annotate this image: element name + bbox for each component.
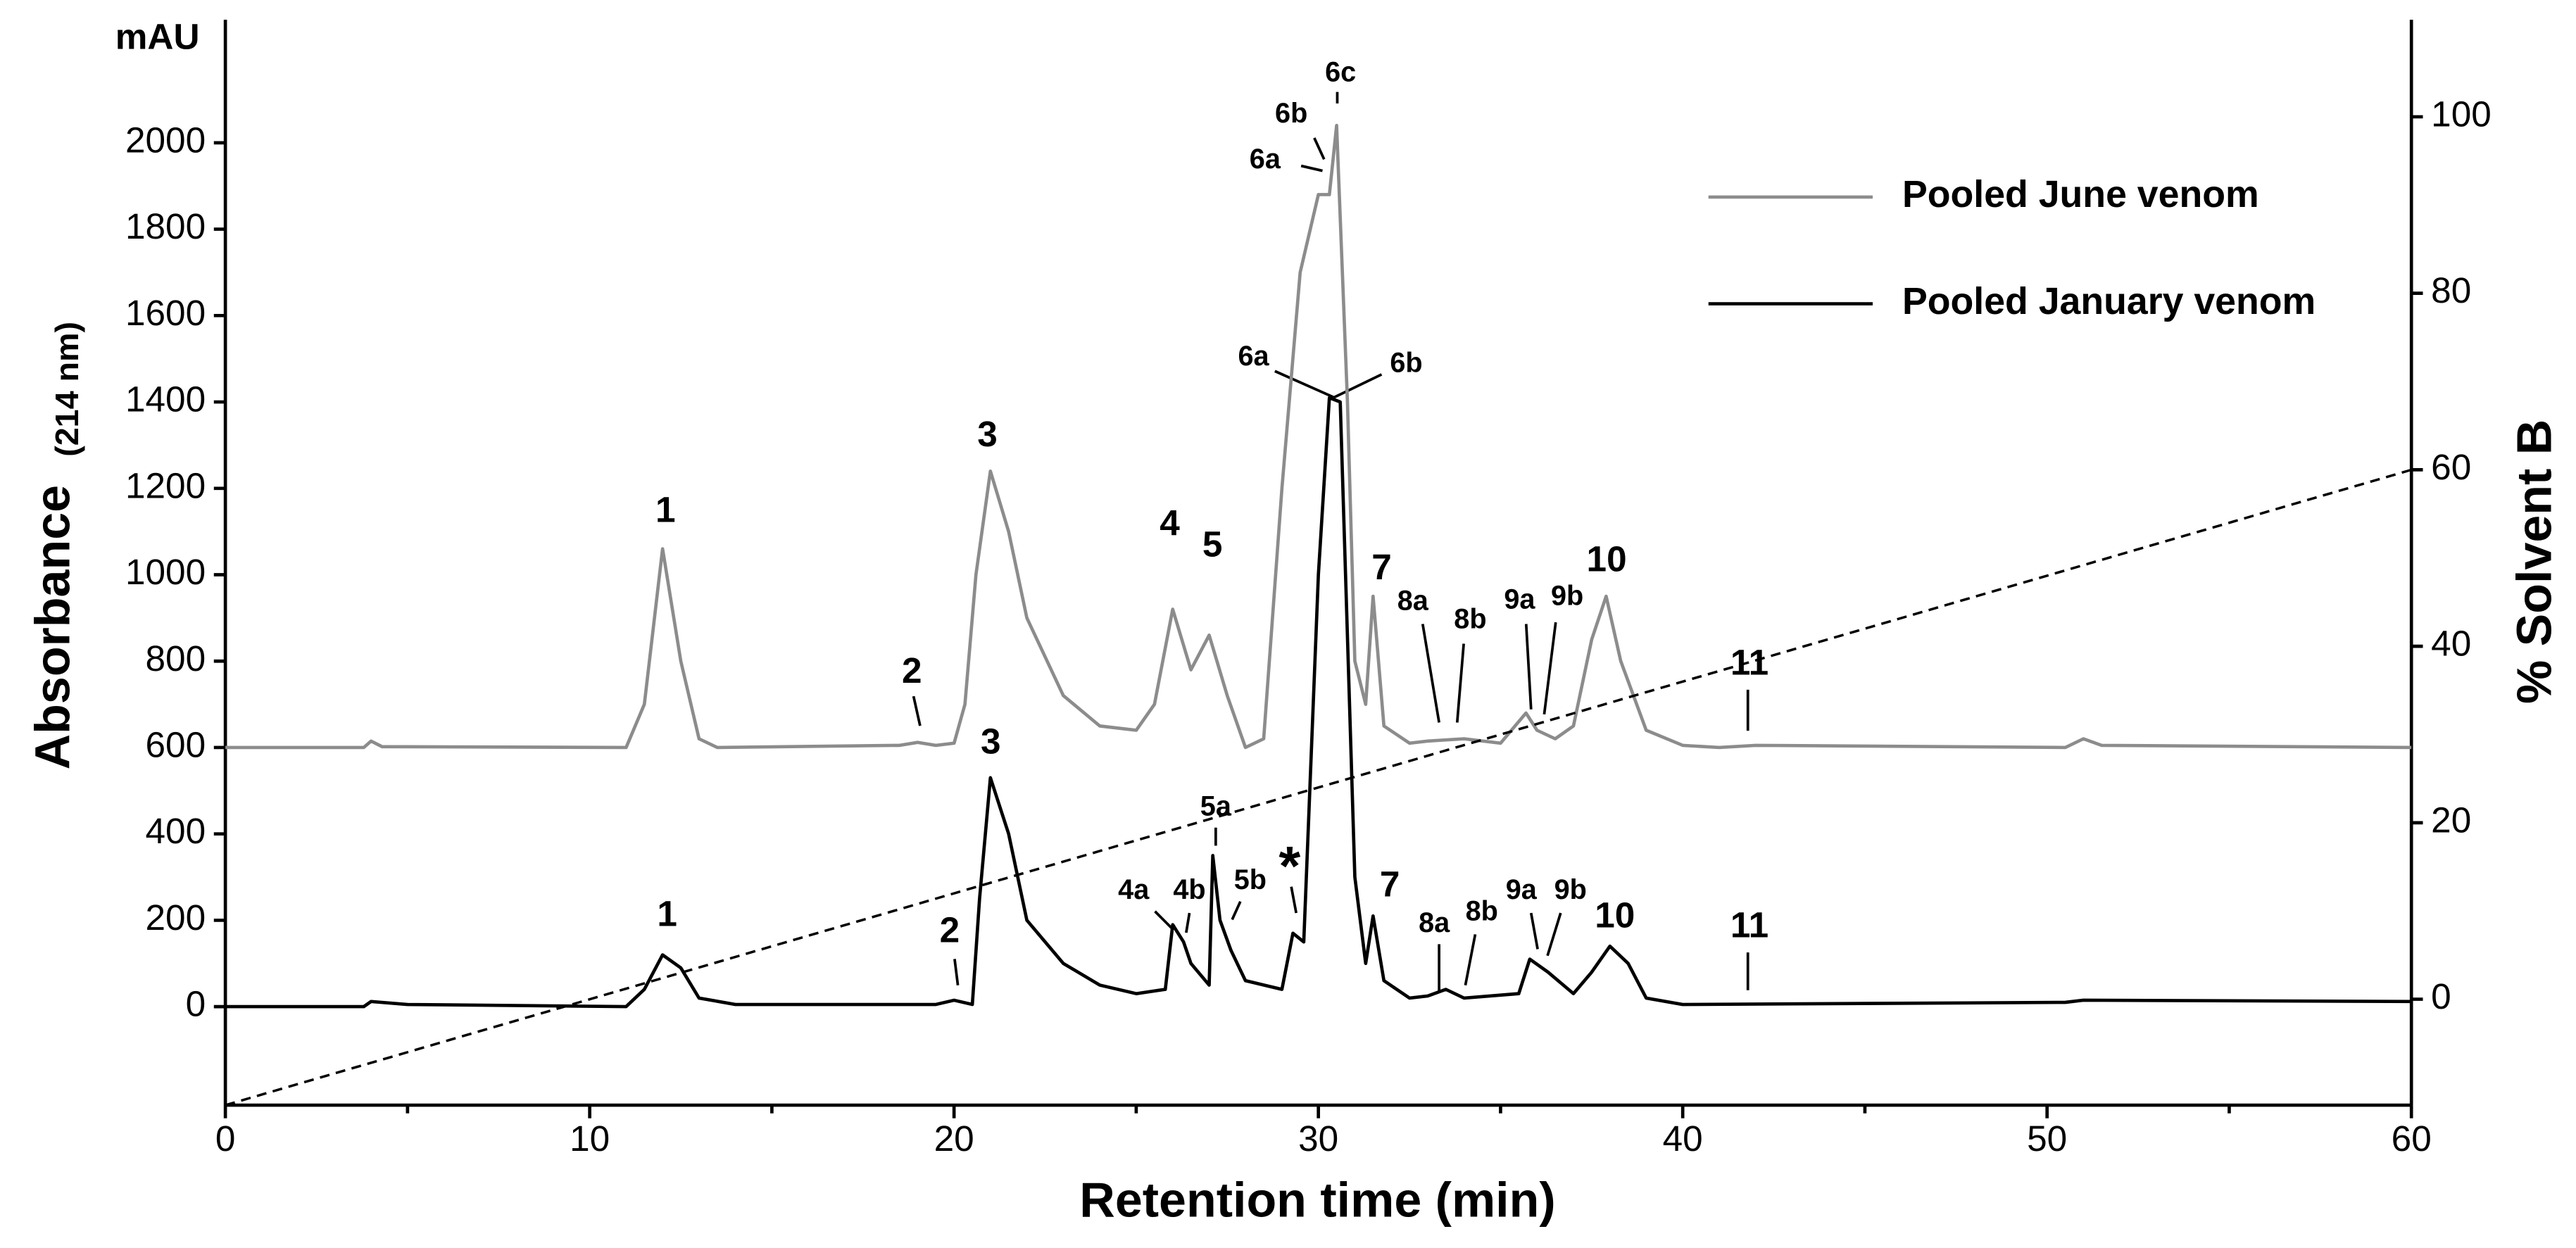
peak-label: 2 xyxy=(902,650,922,691)
y-tick-label: 1000 xyxy=(125,552,206,592)
x-label: Retention time (min) xyxy=(1079,1172,1555,1227)
annotations-june: 1 2 3 4 5 6a 6b 6c 7 8a 8b 9a 9b 10 11 xyxy=(655,56,1768,731)
x-tick-label: 30 xyxy=(1298,1118,1338,1159)
x-tick-label: 10 xyxy=(570,1118,610,1159)
peak-label: 6a xyxy=(1238,341,1269,372)
peak-label: 11 xyxy=(1730,642,1768,682)
y-tick-label: 0 xyxy=(186,984,206,1024)
peak-label: 5a xyxy=(1200,790,1232,821)
peak-pointer xyxy=(1185,912,1191,933)
x-tick-label: 40 xyxy=(1663,1118,1703,1159)
annotations-january: 1 2 3 4a 4b 5a 5b * 6a 6b 7 8a 8b 9a 9b … xyxy=(657,341,1768,992)
peak-label: 5b xyxy=(1234,864,1267,895)
peak-label: 1 xyxy=(655,489,676,529)
peak-pointer xyxy=(1333,373,1383,399)
peak-label: 5 xyxy=(1202,524,1223,564)
peak-pointer xyxy=(1524,624,1533,710)
peak-label: 7 xyxy=(1371,547,1392,587)
unit-label: mAU xyxy=(115,17,200,57)
y-tick-label: 1600 xyxy=(125,293,206,333)
peak-label: 8b xyxy=(1466,896,1498,927)
peak-pointer xyxy=(1464,934,1477,986)
legend-label: Pooled June venom xyxy=(1902,173,2259,215)
y-tick-label: 800 xyxy=(145,638,206,679)
y-tick-label: 1400 xyxy=(125,379,206,420)
peak-label: 4b xyxy=(1173,874,1205,905)
peak-label: 3 xyxy=(977,414,998,454)
y-tick-label: 200 xyxy=(145,897,206,938)
peak-label: 6b xyxy=(1390,347,1422,378)
peak-pointer xyxy=(912,695,922,726)
peak-pointer xyxy=(1274,370,1335,399)
peak-label: 10 xyxy=(1587,538,1627,579)
peak-label: 4 xyxy=(1160,503,1180,543)
peak-label: 4a xyxy=(1118,874,1150,905)
peak-label: 3 xyxy=(981,721,1001,761)
peak-pointer xyxy=(1529,912,1539,950)
x-tick-label: 0 xyxy=(215,1118,236,1159)
x-tick-label: 60 xyxy=(2392,1118,2432,1159)
peak-label: 6a xyxy=(1250,144,1281,175)
peak-label: 8a xyxy=(1397,586,1429,617)
x-tick-label: 20 xyxy=(934,1118,974,1159)
y-tick-label: 400 xyxy=(145,811,206,851)
peak-label: 1 xyxy=(657,893,677,933)
y-tick-label: 2000 xyxy=(125,120,206,160)
y-label: Absorbance xyxy=(25,485,80,769)
peak-label: 8a xyxy=(1419,907,1450,938)
peak-label: 6c xyxy=(1325,56,1356,87)
peak-pointer xyxy=(953,959,960,985)
peak-pointer xyxy=(1546,912,1562,957)
peak-label: 10 xyxy=(1595,895,1635,935)
peak-label: 2 xyxy=(940,910,960,950)
y2-tick-label: 100 xyxy=(2431,94,2492,134)
y2-tick-label: 20 xyxy=(2431,800,2471,840)
y-label-sub: (214 nm) xyxy=(49,322,85,457)
gradient-line xyxy=(225,468,2412,1107)
peak-label: 6b xyxy=(1275,98,1307,129)
peak-label: 9a xyxy=(1506,874,1538,905)
peak-pointer xyxy=(1421,624,1440,723)
legend-label: Pooled January venom xyxy=(1902,280,2316,322)
trace-line xyxy=(225,396,2412,1009)
peak-label: 11 xyxy=(1730,905,1768,945)
peak-label: 9b xyxy=(1551,581,1583,612)
peak-pointer xyxy=(1231,900,1242,921)
y-tick-label: 600 xyxy=(145,725,206,765)
peak-label: * xyxy=(1278,834,1300,897)
y2-tick-label: 40 xyxy=(2431,624,2471,664)
peak-pointer xyxy=(1154,910,1174,931)
y2-tick-label: 60 xyxy=(2431,447,2471,487)
trace-line xyxy=(225,123,2412,750)
peak-label: 9b xyxy=(1554,874,1587,905)
peak-pointer xyxy=(1455,643,1465,723)
peak-label: 9a xyxy=(1504,584,1535,614)
peak-pointer xyxy=(1543,622,1557,715)
peak-pointer xyxy=(1290,886,1298,914)
peak-pointer xyxy=(1313,137,1326,160)
y-tick-label: 1200 xyxy=(125,465,206,505)
y2-tick-label: 80 xyxy=(2431,270,2471,310)
peak-label: 7 xyxy=(1380,864,1400,904)
y2-label: % Solvent B xyxy=(2506,420,2561,704)
y-tick-label: 1800 xyxy=(125,206,206,246)
y2-tick-label: 0 xyxy=(2431,976,2451,1016)
peak-pointer xyxy=(1300,164,1323,172)
peak-label: 8b xyxy=(1454,603,1486,634)
y-axis-title: Absorbance (214 nm) xyxy=(25,322,85,769)
x-tick-label: 50 xyxy=(2027,1118,2067,1159)
